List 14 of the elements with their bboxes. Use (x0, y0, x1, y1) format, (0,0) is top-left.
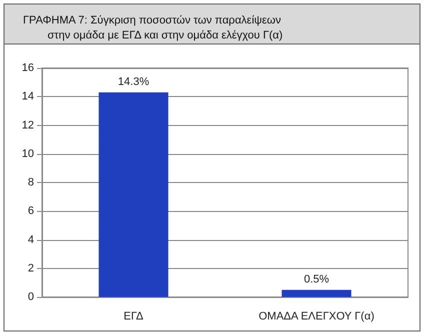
y-tick-label: 16 (22, 62, 34, 74)
data-label: 0.5% (304, 273, 330, 286)
chart-title: ΓΡΑΦΗΜΑ 7: Σύγκριση ποσοστών των παραλείψεων στην ομάδα με ΕΓΔ και στην ομάδα ελέγχου Γ(α) (23, 14, 283, 42)
data-label: 14.3% (118, 76, 150, 88)
y-tick-label: 2 (28, 262, 34, 274)
y-tick-label: 0 (28, 291, 34, 303)
y-tick-label: 8 (28, 176, 34, 188)
y-tick-label: 10 (22, 148, 34, 160)
x-tick-label: ΕΓΔ (124, 310, 144, 322)
y-tick-label: 4 (28, 234, 34, 246)
x-tick-label: ΟΜΑΔΑ ΕΛΕΓΧΟΥ Γ(α) (258, 310, 374, 322)
y-tick-label: 14 (22, 90, 34, 103)
y-tick-label: 6 (28, 205, 34, 218)
y-tick-label: 12 (22, 119, 34, 132)
